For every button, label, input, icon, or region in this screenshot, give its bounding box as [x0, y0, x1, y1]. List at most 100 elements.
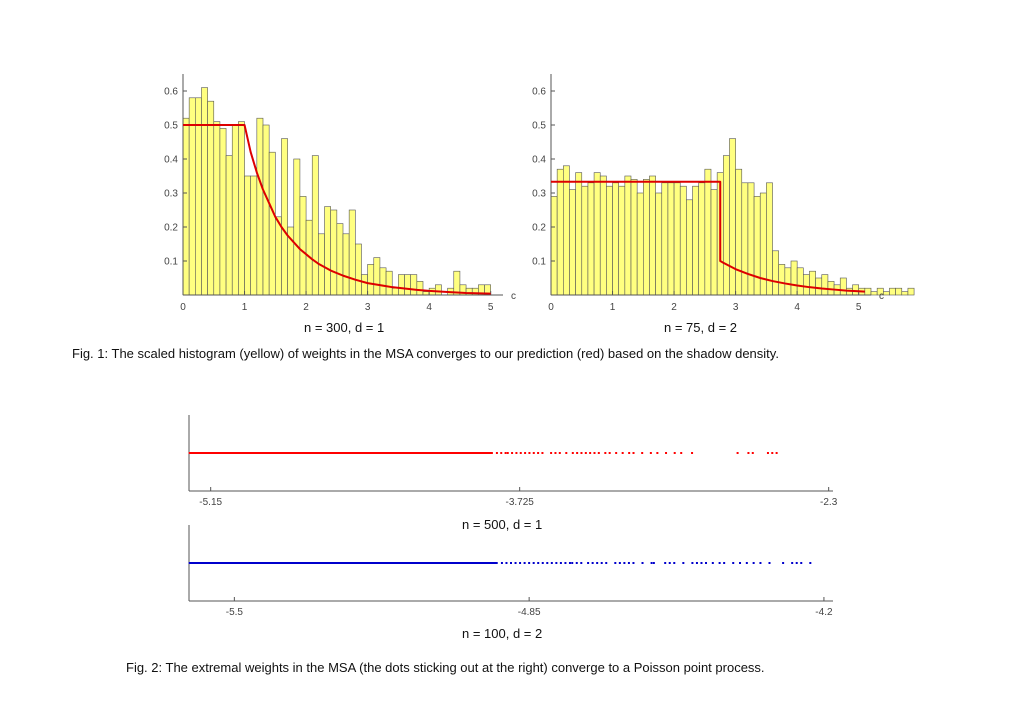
- point-mark: [454, 562, 457, 564]
- point-mark: [346, 562, 349, 564]
- point-mark: [285, 452, 288, 454]
- point-mark: [591, 562, 594, 564]
- point-mark: [405, 562, 408, 564]
- point-mark: [771, 452, 774, 454]
- point-mark: [554, 452, 557, 454]
- point-mark: [488, 452, 491, 454]
- point-mark: [395, 452, 398, 454]
- point-mark: [490, 562, 493, 564]
- point-mark: [448, 452, 451, 454]
- point-mark: [665, 452, 668, 454]
- point-mark: [495, 452, 498, 454]
- point-mark: [458, 562, 461, 564]
- point-mark: [408, 562, 411, 564]
- point-mark: [273, 562, 276, 564]
- point-mark: [541, 562, 544, 564]
- point-mark: [309, 562, 312, 564]
- point-mark: [310, 452, 313, 454]
- point-mark: [298, 562, 301, 564]
- point-mark: [308, 452, 311, 454]
- point-mark: [673, 452, 676, 454]
- point-mark: [466, 562, 469, 564]
- point-mark: [419, 452, 422, 454]
- point-mark: [380, 452, 383, 454]
- point-mark: [474, 452, 477, 454]
- point-mark: [282, 562, 285, 564]
- point-mark: [472, 562, 475, 564]
- point-mark: [416, 562, 419, 564]
- point-mark: [448, 562, 451, 564]
- point-mark: [286, 562, 289, 564]
- point-mark: [426, 452, 429, 454]
- point-mark: [442, 452, 445, 454]
- point-mark: [274, 452, 277, 454]
- point-mark: [370, 452, 373, 454]
- point-mark: [723, 562, 726, 564]
- point-mark: [417, 452, 420, 454]
- point-mark: [236, 452, 239, 454]
- point-mark: [437, 452, 440, 454]
- x-tick-label: -4.2: [815, 607, 833, 618]
- point-mark: [632, 562, 635, 564]
- point-mark: [212, 452, 215, 454]
- x-tick-label: 2: [671, 302, 677, 313]
- point-mark: [575, 562, 578, 564]
- point-mark: [747, 452, 750, 454]
- point-mark: [356, 562, 359, 564]
- point-mark: [344, 562, 347, 564]
- point-mark: [195, 562, 198, 564]
- point-mark: [412, 452, 415, 454]
- point-mark: [371, 562, 374, 564]
- point-mark: [191, 452, 194, 454]
- point-mark: [494, 562, 497, 564]
- point-mark: [397, 562, 400, 564]
- point-mark: [576, 452, 579, 454]
- point-mark: [312, 452, 315, 454]
- point-mark: [618, 562, 621, 564]
- point-mark: [198, 562, 201, 564]
- point-mark: [332, 562, 335, 564]
- point-mark: [463, 562, 466, 564]
- y-tick-label: 0.5: [532, 121, 546, 132]
- point-mark: [423, 452, 426, 454]
- point-mark: [194, 562, 197, 564]
- point-mark: [332, 452, 335, 454]
- point-mark: [392, 562, 395, 564]
- point-mark: [317, 562, 320, 564]
- point-mark: [320, 562, 323, 564]
- point-mark: [470, 562, 473, 564]
- point-mark: [668, 562, 671, 564]
- point-mark: [352, 452, 355, 454]
- point-mark: [190, 562, 193, 564]
- point-mark: [234, 562, 237, 564]
- point-mark: [550, 452, 553, 454]
- point-mark: [315, 452, 318, 454]
- point-mark: [278, 562, 281, 564]
- point-mark: [266, 562, 269, 564]
- point-mark: [782, 562, 785, 564]
- point-mark: [262, 562, 265, 564]
- point-mark: [328, 562, 331, 564]
- point-mark: [239, 562, 242, 564]
- point-mark: [532, 562, 535, 564]
- point-mark: [593, 452, 596, 454]
- x-tick-label: 1: [242, 302, 248, 313]
- point-mark: [515, 452, 518, 454]
- point-mark: [318, 452, 321, 454]
- subplot-label-n300-d1: n = 300, d = 1: [304, 320, 385, 335]
- point-mark: [209, 452, 212, 454]
- point-mark: [510, 562, 512, 564]
- point-mark: [286, 452, 289, 454]
- point-mark: [537, 562, 540, 564]
- point-mark: [199, 452, 202, 454]
- point-mark: [456, 452, 459, 454]
- point-mark: [443, 562, 446, 564]
- point-mark: [222, 562, 225, 564]
- point-mark: [487, 562, 490, 564]
- point-mark: [321, 452, 324, 454]
- point-mark: [446, 452, 449, 454]
- point-mark: [519, 452, 522, 454]
- point-mark: [400, 562, 403, 564]
- x-tick-label: 2: [303, 302, 309, 313]
